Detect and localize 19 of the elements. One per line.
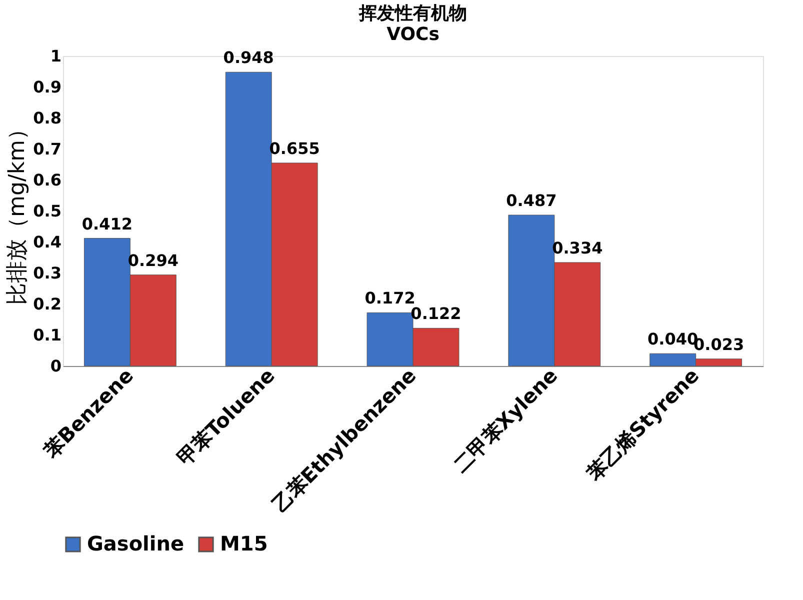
data-label: 0.412 <box>82 214 132 234</box>
y-tick-label: 0.2 <box>33 294 62 314</box>
y-tick-label: 0.9 <box>33 78 62 96</box>
legend-label: Gasoline <box>87 531 184 556</box>
y-tick-label: 0.4 <box>33 232 62 252</box>
data-label: 0.487 <box>506 191 557 210</box>
y-axis-title: 比排放（mg/km） <box>5 118 30 305</box>
y-tick-label: 0.7 <box>33 140 62 158</box>
y-tick-label: 1 <box>50 46 62 66</box>
y-tick-label: 0.1 <box>33 326 62 344</box>
y-tick-label: 0 <box>50 356 62 376</box>
data-label: 0.948 <box>223 48 274 68</box>
chart-title: 挥发性有机物 <box>358 3 467 24</box>
y-tick-label: 0.5 <box>33 202 62 220</box>
y-tick-label: 0.8 <box>33 108 62 128</box>
y-tick-label: 0.3 <box>33 264 62 282</box>
legend-label: M15 <box>220 531 268 556</box>
chart-subtitle: VOCs <box>386 24 440 45</box>
y-tick-label: 0.6 <box>33 170 62 190</box>
